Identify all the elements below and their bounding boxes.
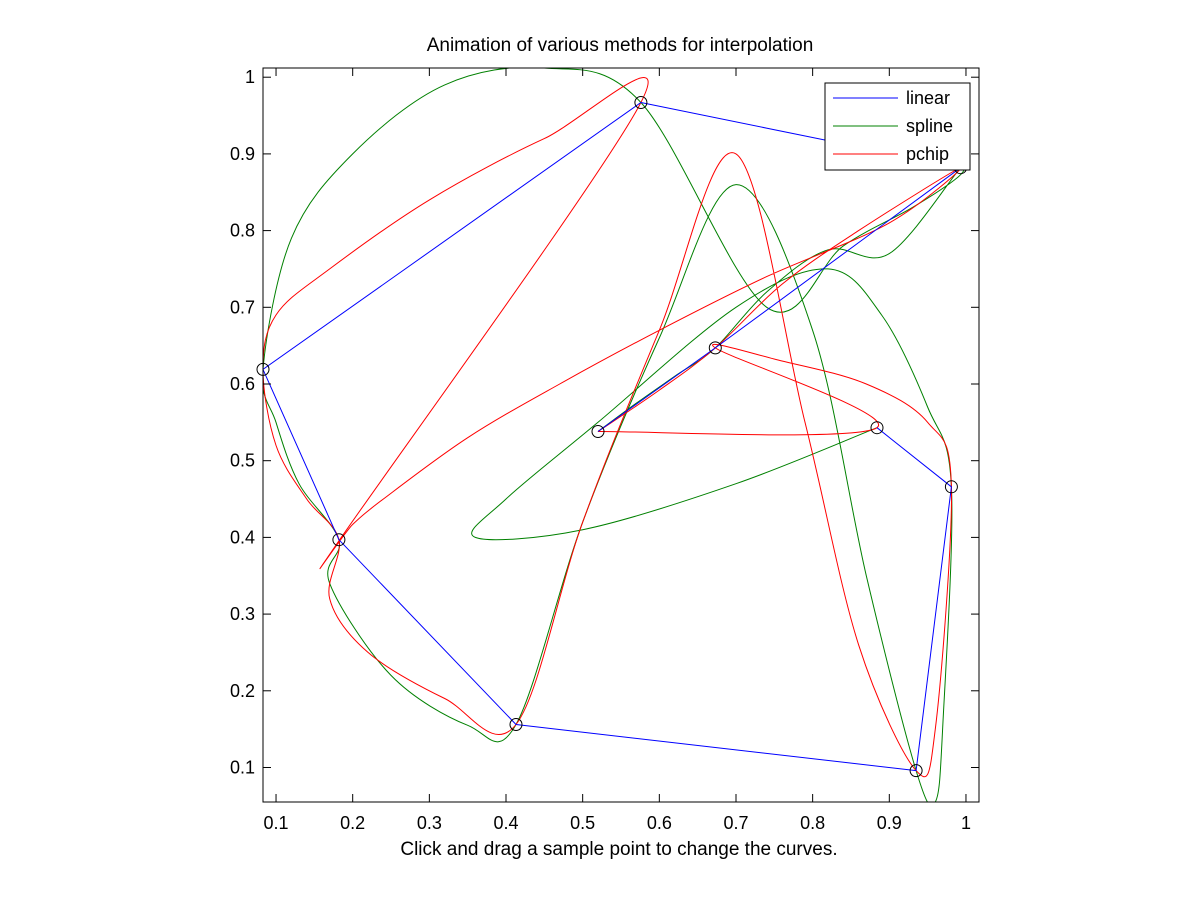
sample-point[interactable] — [944, 480, 958, 494]
sample-point[interactable] — [509, 718, 523, 731]
series-line-spline — [263, 68, 968, 802]
y-tick-label: 0.8 — [230, 221, 255, 241]
x-tick-label: 0.6 — [647, 813, 672, 833]
x-tick-label: 0.5 — [570, 813, 595, 833]
sample-point[interactable] — [708, 341, 722, 355]
axes-box — [262, 67, 980, 803]
y-tick-label: 0.7 — [230, 297, 255, 317]
sample-point[interactable] — [332, 533, 346, 547]
sample-point[interactable] — [634, 96, 648, 109]
y-tick-label: 0.4 — [230, 527, 255, 547]
sample-point[interactable] — [909, 764, 923, 778]
x-axis-label: Click and drag a sample point to change … — [400, 839, 837, 860]
sample-point[interactable] — [870, 421, 884, 435]
x-tick-label: 0.7 — [723, 813, 748, 833]
y-tick-label: 1 — [245, 67, 255, 87]
plot-area — [263, 68, 979, 802]
y-tick-label: 0.5 — [230, 451, 255, 471]
tick-layer: 0.1 0.2 0.3 0.4 0.5 0.6 0.7 0.8 0.9 1 0.1 0.2 0.3 0.4… — [230, 67, 979, 833]
x-tick-label: 0.9 — [877, 813, 902, 833]
legend-label-linear: linear — [906, 88, 950, 108]
x-tick-label: 0.1 — [264, 813, 289, 833]
series-line-pchip — [263, 77, 962, 778]
sample-point[interactable] — [591, 425, 605, 438]
legend[interactable]: linear spline pchip — [824, 82, 971, 171]
y-tick-label: 0.2 — [230, 681, 255, 701]
legend-label-spline: spline — [906, 116, 953, 136]
chart-title: Animation of various methods for interpo… — [427, 35, 814, 56]
y-tick-label: 0.3 — [230, 604, 255, 624]
x-tick-label: 1 — [961, 813, 971, 833]
x-tick-label: 0.8 — [800, 813, 825, 833]
series-layer — [263, 68, 968, 802]
y-tick-label: 0.9 — [230, 144, 255, 164]
series-line-linear — [263, 102, 962, 772]
legend-label-pchip: pchip — [906, 144, 949, 164]
x-tick-label: 0.4 — [493, 813, 518, 833]
x-tick-label: 0.2 — [340, 813, 365, 833]
x-tick-label: 0.3 — [417, 813, 442, 833]
y-tick-label: 0.6 — [230, 374, 255, 394]
y-tick-label: 0.1 — [230, 757, 255, 777]
